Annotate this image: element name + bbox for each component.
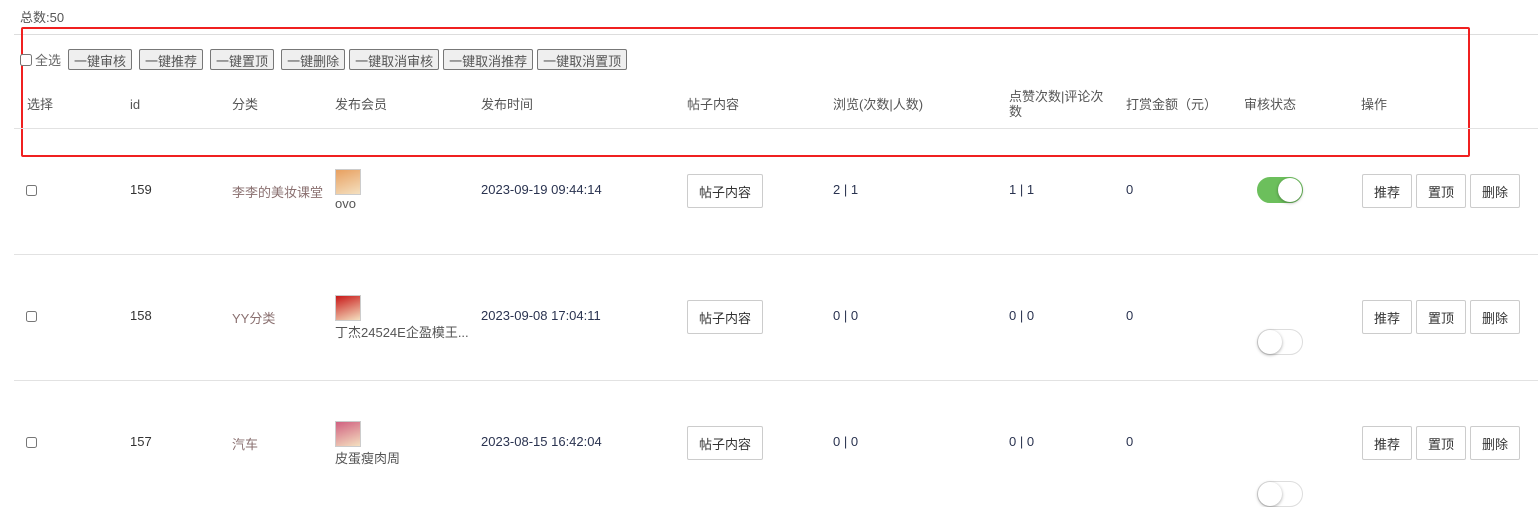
row-time: 2023-09-08 17:04:11 bbox=[481, 308, 601, 323]
row-id: 159 bbox=[130, 182, 152, 197]
row-checkbox[interactable] bbox=[26, 184, 37, 199]
header-views: 浏览(次数|人数) bbox=[833, 97, 924, 112]
row-member: 丁杰24524E企盈模王... bbox=[335, 325, 469, 340]
select-all-checkbox[interactable] bbox=[20, 53, 32, 66]
bulk-approve-button[interactable]: 一键审核 bbox=[68, 49, 133, 70]
post-content-button[interactable]: 帖子内容 bbox=[687, 174, 764, 208]
bulk-unrecommend-button[interactable]: 一键取消推荐 bbox=[443, 49, 534, 70]
header-category: 分类 bbox=[232, 97, 259, 112]
approval-toggle[interactable] bbox=[1257, 329, 1303, 355]
row-divider bbox=[14, 380, 1538, 381]
row-views: 0 | 0 bbox=[833, 308, 859, 323]
row-member: 皮蛋瘦肉周 bbox=[335, 451, 401, 466]
row-divider bbox=[14, 254, 1538, 255]
row-likes-comments: 1 | 1 bbox=[1009, 182, 1035, 197]
row-select-checkbox[interactable] bbox=[26, 311, 37, 322]
recommend-button[interactable]: 推荐 bbox=[1362, 174, 1413, 208]
bulk-delete-button[interactable]: 一键删除 bbox=[281, 49, 346, 70]
select-all-label: 全选 bbox=[35, 53, 62, 68]
header-status: 审核状态 bbox=[1244, 97, 1297, 112]
toggle-knob bbox=[1258, 330, 1282, 354]
table-row: 159 李李的美妆课堂 ovo 2023-09-19 09:44:14 帖子内容… bbox=[0, 0, 1538, 211]
row-member: ovo bbox=[335, 196, 356, 211]
bulk-unapprove-button[interactable]: 一键取消审核 bbox=[349, 49, 440, 70]
header-id: id bbox=[130, 97, 141, 112]
delete-button[interactable]: 删除 bbox=[1470, 426, 1521, 460]
row-reward: 0 bbox=[1126, 308, 1134, 323]
member-avatar bbox=[335, 169, 361, 195]
header-actions: 操作 bbox=[1361, 97, 1388, 112]
recommend-button[interactable]: 推荐 bbox=[1362, 426, 1413, 460]
row-select-checkbox[interactable] bbox=[26, 185, 37, 196]
pin-button[interactable]: 置顶 bbox=[1416, 426, 1467, 460]
header-time: 发布时间 bbox=[481, 97, 534, 112]
toggle-knob bbox=[1258, 482, 1282, 506]
bulk-unpin-button[interactable]: 一键取消置顶 bbox=[537, 49, 628, 70]
header-select: 选择 bbox=[27, 97, 54, 112]
header-divider bbox=[14, 128, 1538, 129]
member-avatar bbox=[335, 295, 361, 321]
row-likes-comments: 0 | 0 bbox=[1009, 308, 1035, 323]
row-time: 2023-09-19 09:44:14 bbox=[481, 182, 602, 197]
row-views: 2 | 1 bbox=[833, 182, 859, 197]
row-likes-comments: 0 | 0 bbox=[1009, 434, 1035, 449]
member-avatar bbox=[335, 421, 361, 447]
highlight-box bbox=[21, 27, 1470, 157]
row-views: 0 | 0 bbox=[833, 434, 859, 449]
header-member: 发布会员 bbox=[335, 97, 388, 112]
post-content-button[interactable]: 帖子内容 bbox=[687, 426, 764, 460]
post-content-button[interactable]: 帖子内容 bbox=[687, 300, 764, 334]
divider bbox=[14, 34, 1538, 35]
pin-button[interactable]: 置顶 bbox=[1416, 300, 1467, 334]
pin-button[interactable]: 置顶 bbox=[1416, 174, 1467, 208]
header-content: 帖子内容 bbox=[687, 97, 740, 112]
bulk-pin-button[interactable]: 一键置顶 bbox=[210, 49, 275, 70]
row-category: YY分类 bbox=[232, 311, 276, 326]
row-category: 李李的美妆课堂 bbox=[232, 185, 324, 200]
bulk-recommend-button[interactable]: 一键推荐 bbox=[139, 49, 204, 70]
delete-button[interactable]: 删除 bbox=[1470, 174, 1521, 208]
row-time: 2023-08-15 16:42:04 bbox=[481, 434, 602, 449]
row-category: 汽车 bbox=[232, 437, 259, 452]
table-row: 157 汽车 皮蛋瘦肉周 2023-08-15 16:42:04 帖子内容 0 … bbox=[0, 52, 1538, 507]
toggle-knob bbox=[1278, 178, 1302, 202]
row-select-checkbox[interactable] bbox=[26, 437, 37, 448]
table-row: 158 YY分类 丁杰24524E企盈模王... 2023-09-08 17:0… bbox=[0, 26, 1538, 355]
approval-toggle[interactable] bbox=[1257, 177, 1303, 203]
approval-toggle[interactable] bbox=[1257, 481, 1303, 507]
total-count: 总数:50 bbox=[20, 10, 65, 25]
row-checkbox[interactable] bbox=[26, 310, 37, 325]
row-id: 158 bbox=[130, 308, 152, 323]
row-reward: 0 bbox=[1126, 434, 1134, 449]
recommend-button[interactable]: 推荐 bbox=[1362, 300, 1413, 334]
header-reward: 打赏金额（元） bbox=[1126, 97, 1218, 112]
row-checkbox[interactable] bbox=[26, 436, 37, 451]
row-id: 157 bbox=[130, 434, 152, 449]
row-reward: 0 bbox=[1126, 182, 1134, 197]
delete-button[interactable]: 删除 bbox=[1470, 300, 1521, 334]
header-likes-comments: 点赞次数|评论次数 bbox=[1009, 89, 1104, 119]
bulk-toolbar: 全选 一键审核 一键推荐 一键置顶 一键删除 一键取消审核 一键取消推荐 一键取… bbox=[20, 49, 628, 70]
select-all[interactable]: 全选 bbox=[20, 50, 61, 69]
